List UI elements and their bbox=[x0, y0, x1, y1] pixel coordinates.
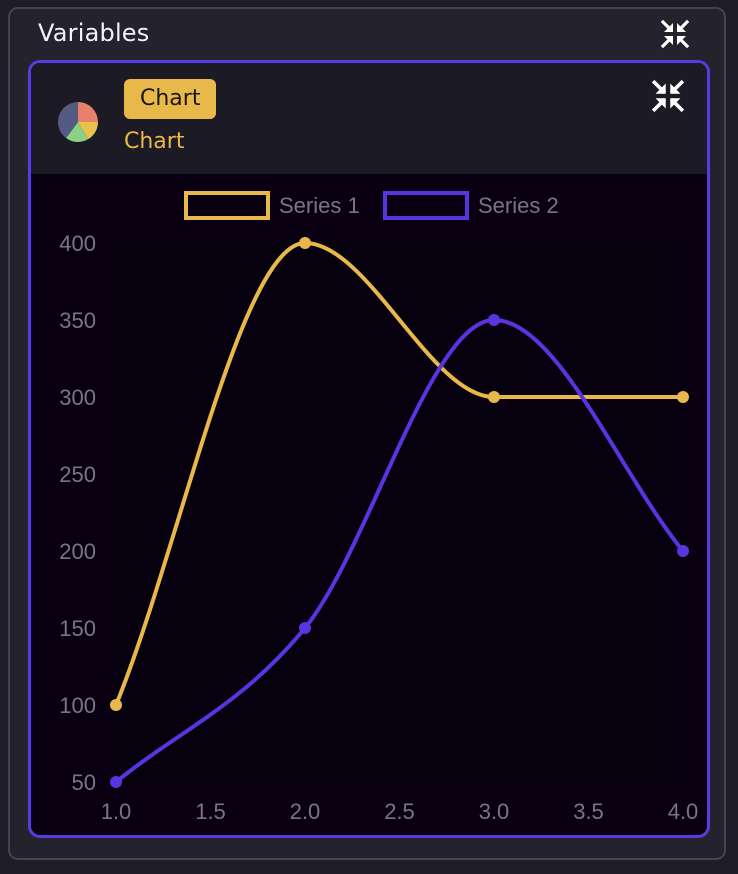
series-1-line bbox=[114, 240, 683, 706]
pie-chart-icon bbox=[58, 102, 98, 142]
collapse-arrows-icon bbox=[651, 79, 685, 113]
legend-swatch-series-1 bbox=[184, 191, 270, 220]
collapse-icon[interactable] bbox=[660, 19, 690, 49]
variables-panel: Variables Chart Chart bbox=[8, 7, 726, 860]
collapse-arrows-icon bbox=[660, 19, 690, 49]
x-tick-label: 3.5 bbox=[573, 799, 604, 824]
series-points bbox=[110, 237, 689, 788]
chart-badge[interactable]: Chart bbox=[124, 79, 217, 119]
y-tick-label: 100 bbox=[59, 693, 96, 718]
x-tick-label: 1.5 bbox=[195, 799, 226, 824]
y-tick-label: 250 bbox=[59, 462, 96, 487]
series-1-point[interactable] bbox=[488, 391, 500, 403]
series-1-point[interactable] bbox=[677, 391, 689, 403]
card-subtitle: Chart bbox=[124, 129, 185, 154]
y-tick-label: 300 bbox=[59, 385, 96, 410]
x-tick-label: 2.0 bbox=[290, 799, 321, 824]
panel-title: Variables bbox=[38, 19, 150, 47]
collapse-icon[interactable] bbox=[651, 79, 685, 113]
x-tick-label: 4.0 bbox=[668, 799, 699, 824]
x-tick-label: 3.0 bbox=[479, 799, 510, 824]
x-tick-label: 1.0 bbox=[101, 799, 132, 824]
x-tick-label: 2.5 bbox=[384, 799, 415, 824]
x-axis-ticks: 1.0 1.5 2.0 2.5 3.0 3.5 4.0 bbox=[101, 799, 699, 824]
series-2-point[interactable] bbox=[488, 314, 500, 326]
series-1-point[interactable] bbox=[299, 237, 311, 249]
series-1-point[interactable] bbox=[110, 699, 122, 711]
series-lines bbox=[114, 240, 685, 784]
chart-card: Chart Chart Series 1 bbox=[28, 60, 710, 838]
series-2-line bbox=[114, 317, 685, 784]
y-tick-label: 350 bbox=[59, 308, 96, 333]
legend-swatch-series-2 bbox=[383, 191, 469, 220]
card-header: Chart Chart bbox=[31, 63, 707, 174]
series-2-point[interactable] bbox=[677, 545, 689, 557]
y-tick-label: 50 bbox=[72, 770, 96, 795]
y-tick-label: 150 bbox=[59, 616, 96, 641]
series-2-point[interactable] bbox=[299, 622, 311, 634]
y-tick-label: 200 bbox=[59, 539, 96, 564]
y-tick-label: 400 bbox=[59, 231, 96, 256]
line-chart: Series 1 Series 2 400 350 300 250 200 150 100 5… bbox=[59, 191, 699, 824]
series-2-point[interactable] bbox=[110, 776, 122, 788]
chart-legend: Series 1 Series 2 bbox=[184, 191, 559, 220]
y-axis-ticks: 400 350 300 250 200 150 100 50 bbox=[59, 231, 96, 795]
legend-label-series-2: Series 2 bbox=[478, 193, 559, 218]
plot-area bbox=[113, 240, 685, 786]
legend-label-series-1: Series 1 bbox=[279, 193, 360, 218]
